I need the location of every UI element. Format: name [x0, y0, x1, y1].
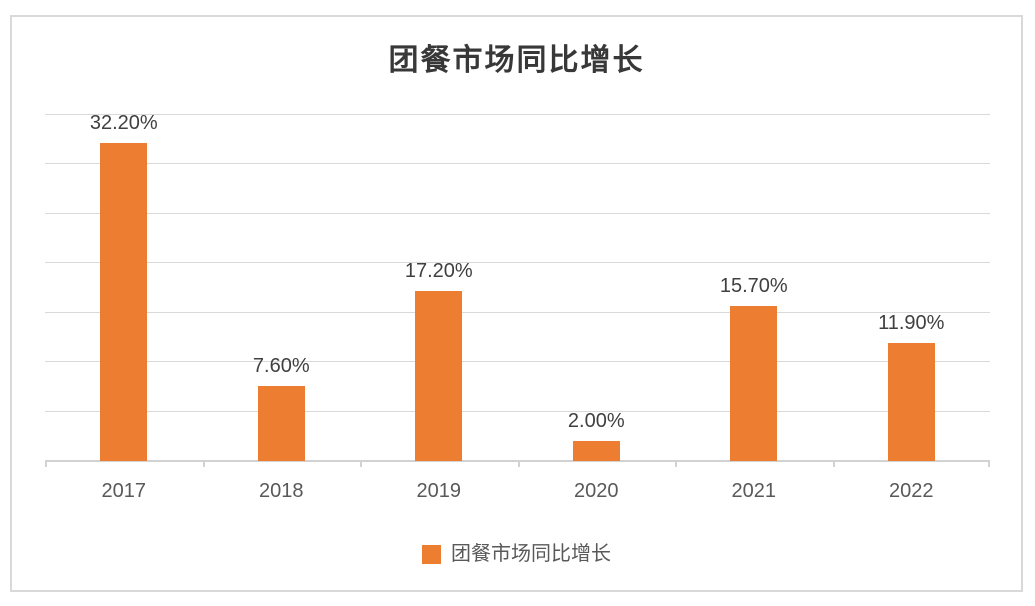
gridline-5: [45, 410, 990, 412]
axis-tick: [675, 461, 677, 467]
x-axis-label-2021: 2021: [731, 480, 777, 502]
x-axis-label-2022: 2022: [889, 480, 934, 502]
axis-tick: [360, 461, 362, 467]
data-label-2021: 15.70%: [719, 274, 788, 297]
data-label-2017: 32.20%: [89, 111, 158, 134]
gridline-20: [45, 262, 990, 264]
gridline-25: [45, 212, 990, 214]
axis-tick: [517, 461, 520, 467]
data-label-2022: 11.90%: [878, 312, 945, 335]
bar-2018[interactable]: [257, 385, 305, 461]
legend[interactable]: 团餐市场同比增长: [12, 542, 1021, 566]
bar-2021[interactable]: [730, 305, 778, 461]
legend-label: 团餐市场同比增长: [451, 543, 611, 565]
data-label-2020: 2.00%: [567, 410, 625, 433]
legend-swatch: [422, 544, 441, 564]
gridline-30: [45, 163, 990, 165]
gridline-10: [45, 361, 990, 363]
bar-2019[interactable]: [415, 290, 463, 461]
x-axis-label-2017: 2017: [101, 480, 147, 502]
bar-2017[interactable]: [100, 142, 148, 461]
axis-tick: [832, 461, 835, 467]
chart-frame: 团餐市场同比增长 32.20% 7.60% 17.20% 2.00% 15.70% 11.…: [10, 15, 1023, 592]
chart-title: 团餐市场同比增长: [388, 43, 645, 78]
gridline-35: [45, 114, 990, 115]
axis-tick: [202, 461, 205, 467]
x-axis-label-2018: 2018: [259, 480, 304, 502]
plot-area: 32.20% 7.60% 17.20% 2.00% 15.70% 11.90%: [45, 112, 990, 467]
gridline-15: [45, 311, 990, 313]
data-label-2019: 17.20%: [404, 259, 473, 282]
axis-tick: [988, 461, 990, 467]
data-label-2018: 7.60%: [252, 354, 310, 377]
bar-2022[interactable]: [887, 343, 935, 461]
axis-tick: [45, 461, 47, 467]
x-axis-label-2020: 2020: [574, 480, 619, 502]
bar-2020[interactable]: [572, 441, 620, 461]
x-axis-label-2019: 2019: [416, 480, 462, 502]
